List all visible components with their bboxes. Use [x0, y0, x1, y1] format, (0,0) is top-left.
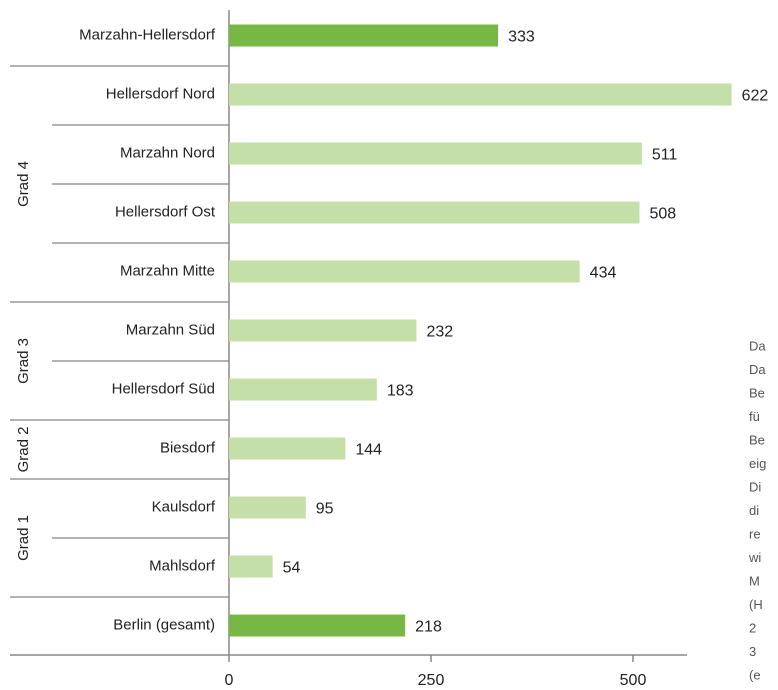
value-label: 183 — [387, 383, 414, 400]
side-note-line: wi — [748, 550, 761, 565]
category-label: Marzahn Nord — [120, 144, 215, 161]
x-tick-label: 500 — [620, 672, 647, 689]
side-note-line: Di — [749, 479, 761, 494]
bar — [229, 142, 642, 165]
category-label: Berlin (gesamt) — [113, 616, 215, 633]
category-label: Kaulsdorf — [152, 498, 216, 515]
value-label: 232 — [426, 324, 453, 341]
category-label: Marzahn Mitte — [120, 262, 215, 279]
side-note-line: Be — [749, 385, 765, 400]
category-label: Hellersdorf Süd — [112, 380, 215, 397]
x-tick-label: 250 — [418, 672, 445, 689]
side-note-line: Da — [749, 362, 766, 377]
side-note-line: (e — [749, 667, 761, 682]
category-label: Biesdorf — [160, 439, 216, 456]
side-note-line: (H — [749, 597, 763, 612]
value-label: 54 — [283, 560, 301, 577]
bar — [229, 83, 732, 106]
group-label: Grad 2 — [15, 427, 32, 473]
side-note-line: di — [749, 503, 759, 518]
group-label: Grad 3 — [15, 338, 32, 384]
x-tick-label: 0 — [225, 672, 234, 689]
side-note-line: M — [749, 573, 760, 588]
value-label: 434 — [590, 265, 617, 282]
category-label: Hellersdorf Nord — [106, 85, 215, 102]
bar — [229, 614, 406, 637]
category-label: Marzahn Süd — [126, 321, 215, 338]
value-label: 333 — [508, 29, 535, 46]
bar — [229, 496, 306, 519]
side-note-line: 3 — [749, 644, 756, 659]
side-note-line: Be — [749, 432, 765, 447]
side-note-line: 2 — [749, 620, 756, 635]
side-note-line: Da — [749, 338, 766, 353]
bar — [229, 319, 417, 342]
bar — [229, 24, 499, 47]
value-label: 622 — [742, 88, 769, 105]
value-label: 218 — [415, 619, 442, 636]
value-label: 95 — [316, 501, 334, 518]
side-note-line: re — [749, 526, 761, 541]
group-label: Grad 4 — [15, 161, 32, 207]
group-label: Grad 1 — [15, 515, 32, 561]
value-label: 511 — [652, 147, 678, 164]
category-label: Marzahn-Hellersdorf — [79, 26, 216, 43]
bar — [229, 555, 273, 578]
bar — [229, 201, 640, 224]
bar — [229, 378, 377, 401]
side-note-line: fü — [749, 409, 760, 424]
value-label: 508 — [649, 206, 676, 223]
bar — [229, 437, 346, 460]
side-note-line: eig — [749, 456, 766, 471]
category-label: Hellersdorf Ost — [115, 203, 216, 220]
bar — [229, 260, 580, 283]
category-label: Mahlsdorf — [149, 557, 216, 574]
value-label: 144 — [355, 442, 382, 459]
